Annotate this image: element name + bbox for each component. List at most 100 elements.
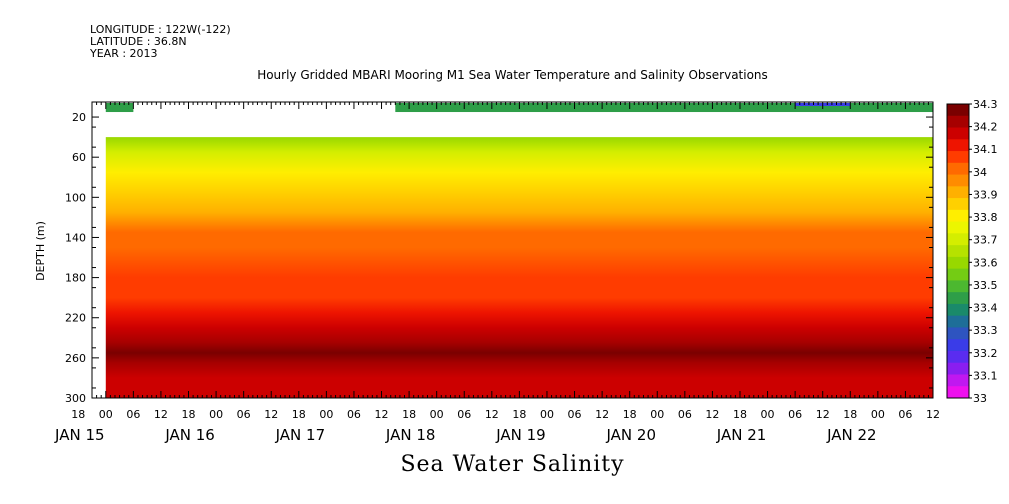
colorbar-frame [946, 103, 970, 399]
x-hour-label: 18 [733, 408, 747, 421]
x-axis-title-row: Sea Water Salinity [0, 452, 1009, 477]
colorbar-swatch [947, 315, 969, 328]
chart-title: Hourly Gridded MBARI Mooring M1 Sea Wate… [257, 68, 768, 82]
x-hour-label: 00 [430, 408, 444, 421]
x-hour-label: 06 [568, 408, 582, 421]
colorbar-swatch [947, 115, 969, 129]
location-header: LONGITUDE : 122W(-122) LATITUDE : 36.8N … [90, 24, 231, 60]
y-tick-label: 100 [65, 191, 86, 204]
x-day-label: JAN 20 [606, 426, 657, 444]
y-tick-label: 300 [65, 392, 86, 405]
colorbar-label: 34.3 [973, 98, 998, 111]
surface-salinity-bar [395, 103, 933, 113]
colorbar-swatch [947, 362, 969, 375]
x-hour-label: 18 [402, 408, 416, 421]
x-hour-label: 06 [898, 408, 912, 421]
colorbar-swatch [947, 139, 969, 152]
plot-frame [91, 101, 934, 399]
x-hour-label: 00 [209, 408, 223, 421]
x-hour-label: 18 [843, 408, 857, 421]
x-hour-label: 06 [237, 408, 251, 421]
colorbar-swatch [947, 221, 969, 234]
x-hour-label: 06 [347, 408, 361, 421]
colorbar-label: 33.4 [973, 302, 998, 315]
colorbar-swatch [947, 280, 969, 293]
x-day-label: JAN 19 [495, 426, 546, 444]
colorbar-swatch [947, 350, 969, 364]
axes: 20 60 100 140 180 220 260 300 18 00 06 12 18 00 06 12 18… [54, 101, 940, 444]
y-axis-label: DEPTH (m) [34, 221, 47, 281]
colorbar-label: 33 [973, 392, 987, 405]
plot-area [105, 103, 934, 398]
colorbar-label: 34 [973, 166, 987, 179]
x-hour-label: 06 [126, 408, 140, 421]
y-tick-label: 20 [72, 111, 86, 124]
y-tick-label: 60 [72, 151, 86, 164]
x-hour-label: 12 [154, 408, 168, 421]
colorbar-swatch [947, 256, 969, 270]
colorbar-label: 33.5 [973, 279, 998, 292]
salinity-field [105, 137, 934, 398]
x-hour-label: 00 [871, 408, 885, 421]
y-tick-label: 220 [65, 312, 86, 325]
colorbar-label: 33.1 [973, 369, 998, 382]
colorbar-swatch [947, 151, 969, 164]
colorbar-swatch [947, 186, 969, 199]
colorbar-swatch [947, 162, 969, 176]
x-hour-label: 00 [540, 408, 554, 421]
colorbar: 34.3 34.2 34.1 34 33.9 33.8 33.7 33.6 33.5 33.4 33… [946, 98, 998, 405]
y-tick-label: 180 [65, 272, 86, 285]
x-hour-label: 18 [182, 408, 196, 421]
colorbar-label: 33.2 [973, 347, 998, 360]
x-hour-label: 00 [319, 408, 333, 421]
y-tick-label: 140 [65, 231, 86, 244]
x-hour-label: 00 [761, 408, 775, 421]
colorbar-swatch [947, 292, 969, 305]
chart-title-row: Hourly Gridded MBARI Mooring M1 Sea Wate… [0, 68, 1009, 82]
x-hour-label: 12 [926, 408, 940, 421]
colorbar-label: 33.3 [973, 324, 998, 337]
colorbar-swatch [947, 198, 969, 211]
x-hour-label: 12 [375, 408, 389, 421]
x-hour-label: 18 [292, 408, 306, 421]
x-hour-label: 00 [650, 408, 664, 421]
x-day-label: JAN 21 [716, 426, 767, 444]
x-hour-label: 06 [788, 408, 802, 421]
x-axis-title: Sea Water Salinity [400, 452, 625, 477]
colorbar-swatch [947, 303, 969, 317]
colorbar-swatch [947, 245, 969, 258]
colorbar-swatch [947, 374, 969, 387]
x-hour-label: 12 [485, 408, 499, 421]
x-hour-label: 12 [816, 408, 830, 421]
year-label: YEAR : 2013 [90, 47, 158, 60]
x-hour-label: 00 [99, 408, 113, 421]
colorbar-label: 34.1 [973, 143, 998, 156]
colorbar-label: 33.9 [973, 188, 998, 201]
colorbar-swatch [947, 327, 969, 340]
x-day-label: JAN 15 [54, 426, 105, 444]
x-hour-label: 06 [678, 408, 692, 421]
colorbar-swatch [947, 174, 969, 187]
x-hour-label: 12 [264, 408, 278, 421]
colorbar-swatch [947, 127, 969, 140]
colorbar-swatch [947, 233, 969, 246]
longitude-label: LONGITUDE : 122W(-122) [90, 23, 231, 36]
colorbar-swatch [947, 339, 969, 352]
x-hour-label: 12 [705, 408, 719, 421]
x-hour-label: 12 [595, 408, 609, 421]
colorbar-swatch [947, 386, 969, 399]
x-hour-label: 18 [71, 408, 85, 421]
surface-salinity-bar [105, 103, 134, 113]
x-day-label: JAN 18 [385, 426, 436, 444]
x-day-label: JAN 16 [164, 426, 215, 444]
latitude-label: LATITUDE : 36.8N [90, 35, 187, 48]
colorbar-swatch [947, 104, 969, 117]
colorbar-label: 33.6 [973, 256, 998, 269]
x-hour-label: 18 [512, 408, 526, 421]
x-hour-label: 18 [623, 408, 637, 421]
colorbar-label: 34.2 [973, 121, 998, 134]
x-day-label: JAN 22 [826, 426, 877, 444]
x-day-label: JAN 17 [275, 426, 326, 444]
colorbar-swatch [947, 209, 969, 223]
